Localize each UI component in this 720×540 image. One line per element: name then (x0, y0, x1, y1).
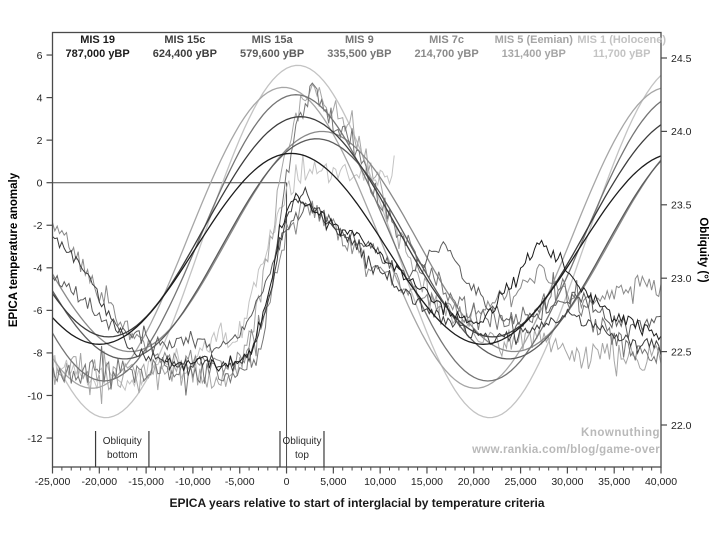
obliquity-curve-mis1 (51, 64, 662, 419)
temperature-curve-mis15a (52, 202, 662, 355)
legend-item-mis7c: MIS 7c 214,700 yBP (403, 33, 490, 61)
legend-item-mis15c: MIS 15c 624,400 yBP (141, 33, 228, 61)
obliquity-top-label: top (295, 450, 309, 461)
legend-years: 11,700 yBP (592, 48, 651, 60)
legend-label: MIS 19 (80, 34, 116, 46)
y-right-tick-label: 23.0 (671, 273, 692, 285)
y-right-tick-label: 24.0 (671, 126, 692, 138)
legend-item-mis1: MIS 1 (Holocene) 11,700 yBP (577, 33, 666, 61)
obliquity-bottom-label: bottom (107, 450, 138, 461)
legend-years: 131,400 yBP (501, 48, 566, 60)
y-left-tick-label: 4 (37, 92, 43, 104)
x-tick-label: 0 (284, 476, 290, 488)
y-axis-left-title: EPICA temperature anomaly (8, 172, 20, 328)
legend-item-mis19: MIS 19 787,000 yBP (54, 33, 141, 61)
legend-label: MIS 5 (Eemian) (494, 34, 573, 46)
y-left-tick-label: -8 (33, 348, 42, 360)
y-left-tick-label: 0 (37, 178, 43, 190)
temperature-curve-mis9 (52, 82, 662, 396)
obliquity-curve-mis15a (51, 138, 662, 360)
x-tick-label: 5,000 (320, 476, 346, 488)
x-tick-label: 25,000 (505, 476, 537, 488)
legend-years: 579,600 yBP (239, 48, 305, 60)
legend-years: 214,700 yBP (414, 48, 479, 60)
legend-item-mis9: MIS 9 335,500 yBP (316, 33, 403, 61)
y-left-tick-label: -10 (27, 390, 42, 402)
obliquity-curve-mis19 (52, 152, 662, 345)
x-tick-label: 30,000 (551, 476, 583, 488)
watermark-author: Knownuthing (581, 427, 660, 439)
x-tick-label: -5,000 (225, 476, 255, 488)
legend-years: 335,500 yBP (327, 48, 392, 60)
legend-label: MIS 9 (344, 34, 374, 46)
x-tick-label: 10,000 (364, 476, 396, 488)
legend-label: MIS 7c (429, 34, 464, 46)
watermark: Knownuthing www.rankia.com/blog/game-ove… (360, 426, 660, 460)
obliquity-curve-mis5 (51, 86, 662, 389)
legend-item-mis5: MIS 5 (Eemian) 131,400 yBP (490, 33, 577, 61)
legend-label: MIS 15a (251, 34, 293, 46)
temperature-curve-mis19 (164, 192, 662, 373)
watermark-url: www.rankia.com/blog/game-over (472, 444, 660, 456)
y-right-tick-label: 24.5 (671, 53, 692, 65)
y-right-tick-label: 22.0 (671, 420, 692, 432)
x-tick-label: 40,000 (645, 476, 677, 488)
x-axis-title: EPICA years relative to start of intergl… (169, 496, 545, 510)
x-tick-label: 35,000 (598, 476, 630, 488)
legend-label: MIS 1 (Holocene) (577, 34, 667, 46)
legend-label: MIS 15c (164, 34, 206, 46)
y-axis-right-title: Obliquity (°) (697, 217, 709, 283)
obliquity-bottom-label: Obliquity (103, 436, 142, 447)
y-left-tick-label: -12 (27, 433, 42, 445)
legend-item-mis15a: MIS 15a 579,600 yBP (228, 33, 315, 61)
y-right-tick-label: 23.5 (671, 200, 692, 212)
y-right-tick-label: 22.5 (671, 346, 692, 358)
x-tick-label: -20,000 (81, 476, 117, 488)
y-left-tick-label: -6 (33, 305, 42, 317)
legend-years: 624,400 yBP (152, 48, 217, 60)
x-tick-label: 20,000 (458, 476, 490, 488)
temperature-curve-mis15c (52, 186, 662, 376)
plot-frame (51, 31, 662, 468)
x-tick-label: -15,000 (128, 476, 164, 488)
x-tick-label: 15,000 (411, 476, 443, 488)
obliquity-top-label: Obliquity (283, 436, 322, 447)
x-tick-label: -10,000 (175, 476, 211, 488)
legend-years: 787,000 yBP (65, 48, 130, 60)
x-tick-label: -25,000 (35, 476, 71, 488)
legend: MIS 19 787,000 yBP MIS 15c 624,400 yBP MIS 1… (54, 33, 667, 61)
y-left-tick-label: -2 (33, 220, 42, 232)
y-left-tick-label: 2 (37, 135, 43, 147)
y-left-tick-label: -4 (33, 263, 42, 275)
y-left-tick-label: 6 (37, 50, 43, 62)
